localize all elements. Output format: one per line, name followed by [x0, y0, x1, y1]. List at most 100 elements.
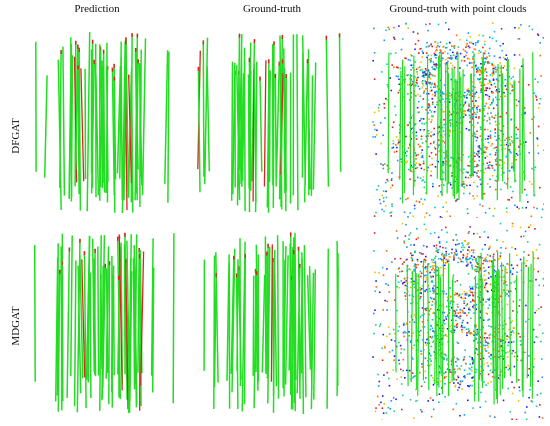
- point: [500, 355, 502, 358]
- point: [507, 341, 510, 344]
- point: [484, 50, 487, 52]
- point: [449, 121, 451, 124]
- point: [482, 262, 484, 265]
- correct-match-line: [426, 58, 429, 195]
- point: [488, 87, 491, 90]
- point: [472, 58, 474, 60]
- point: [424, 341, 427, 344]
- point: [518, 81, 520, 83]
- point: [459, 311, 461, 314]
- point: [445, 250, 447, 253]
- point: [484, 115, 486, 117]
- point: [463, 414, 466, 416]
- point: [406, 258, 408, 261]
- point: [403, 335, 405, 338]
- point: [473, 312, 475, 314]
- point: [512, 350, 514, 352]
- point: [420, 117, 423, 120]
- point: [491, 164, 493, 167]
- point: [457, 358, 460, 361]
- correct-match-line: [150, 238, 154, 376]
- point: [488, 55, 491, 57]
- point: [525, 418, 528, 420]
- point: [404, 235, 407, 237]
- point: [445, 201, 447, 204]
- point: [390, 186, 392, 189]
- point: [460, 381, 462, 384]
- point: [423, 381, 426, 383]
- point: [485, 283, 487, 285]
- point: [403, 278, 406, 280]
- point: [446, 63, 448, 66]
- point: [464, 297, 467, 299]
- point: [508, 75, 511, 78]
- point: [410, 164, 412, 167]
- point: [444, 322, 446, 325]
- point: [472, 360, 475, 362]
- point: [438, 258, 440, 260]
- point: [478, 78, 481, 81]
- point: [431, 93, 434, 96]
- point: [390, 400, 393, 402]
- point: [424, 280, 427, 283]
- point: [449, 330, 452, 333]
- point: [490, 325, 492, 328]
- point: [416, 329, 419, 332]
- point: [464, 110, 466, 113]
- point: [469, 36, 472, 38]
- point: [394, 52, 397, 54]
- point: [477, 78, 480, 81]
- point: [419, 270, 422, 273]
- point: [428, 287, 431, 290]
- point: [447, 67, 450, 70]
- point: [515, 137, 518, 139]
- point: [489, 357, 492, 360]
- point: [450, 119, 452, 121]
- point: [502, 125, 505, 127]
- point: [486, 120, 488, 122]
- point: [477, 70, 479, 73]
- point: [464, 50, 467, 52]
- point: [427, 263, 430, 265]
- point: [391, 349, 394, 352]
- point: [419, 252, 421, 254]
- point: [417, 153, 419, 156]
- point: [428, 104, 431, 107]
- point: [445, 375, 448, 378]
- point: [466, 334, 468, 337]
- point: [433, 245, 435, 247]
- point: [420, 350, 422, 352]
- point: [454, 310, 457, 313]
- point: [425, 87, 427, 90]
- point: [427, 135, 429, 137]
- point: [468, 306, 470, 309]
- point: [468, 308, 470, 311]
- point: [497, 283, 500, 285]
- point: [409, 53, 412, 56]
- point: [505, 183, 508, 185]
- point: [388, 384, 391, 387]
- correct-match-line: [123, 40, 127, 201]
- point: [499, 45, 502, 47]
- point: [436, 274, 438, 277]
- point: [473, 307, 475, 309]
- point: [510, 334, 512, 336]
- point: [464, 312, 466, 314]
- point: [467, 88, 470, 90]
- point: [485, 58, 487, 60]
- point: [383, 200, 385, 203]
- point: [490, 265, 492, 268]
- point: [386, 83, 389, 86]
- point: [516, 264, 519, 267]
- point: [480, 128, 482, 130]
- point: [473, 133, 475, 135]
- point: [463, 301, 466, 303]
- point: [474, 48, 477, 51]
- point: [445, 97, 448, 100]
- point: [450, 62, 452, 64]
- point: [384, 346, 386, 349]
- point: [462, 183, 464, 185]
- point: [377, 185, 380, 187]
- wrong-match-line: [125, 259, 129, 410]
- point: [413, 286, 416, 289]
